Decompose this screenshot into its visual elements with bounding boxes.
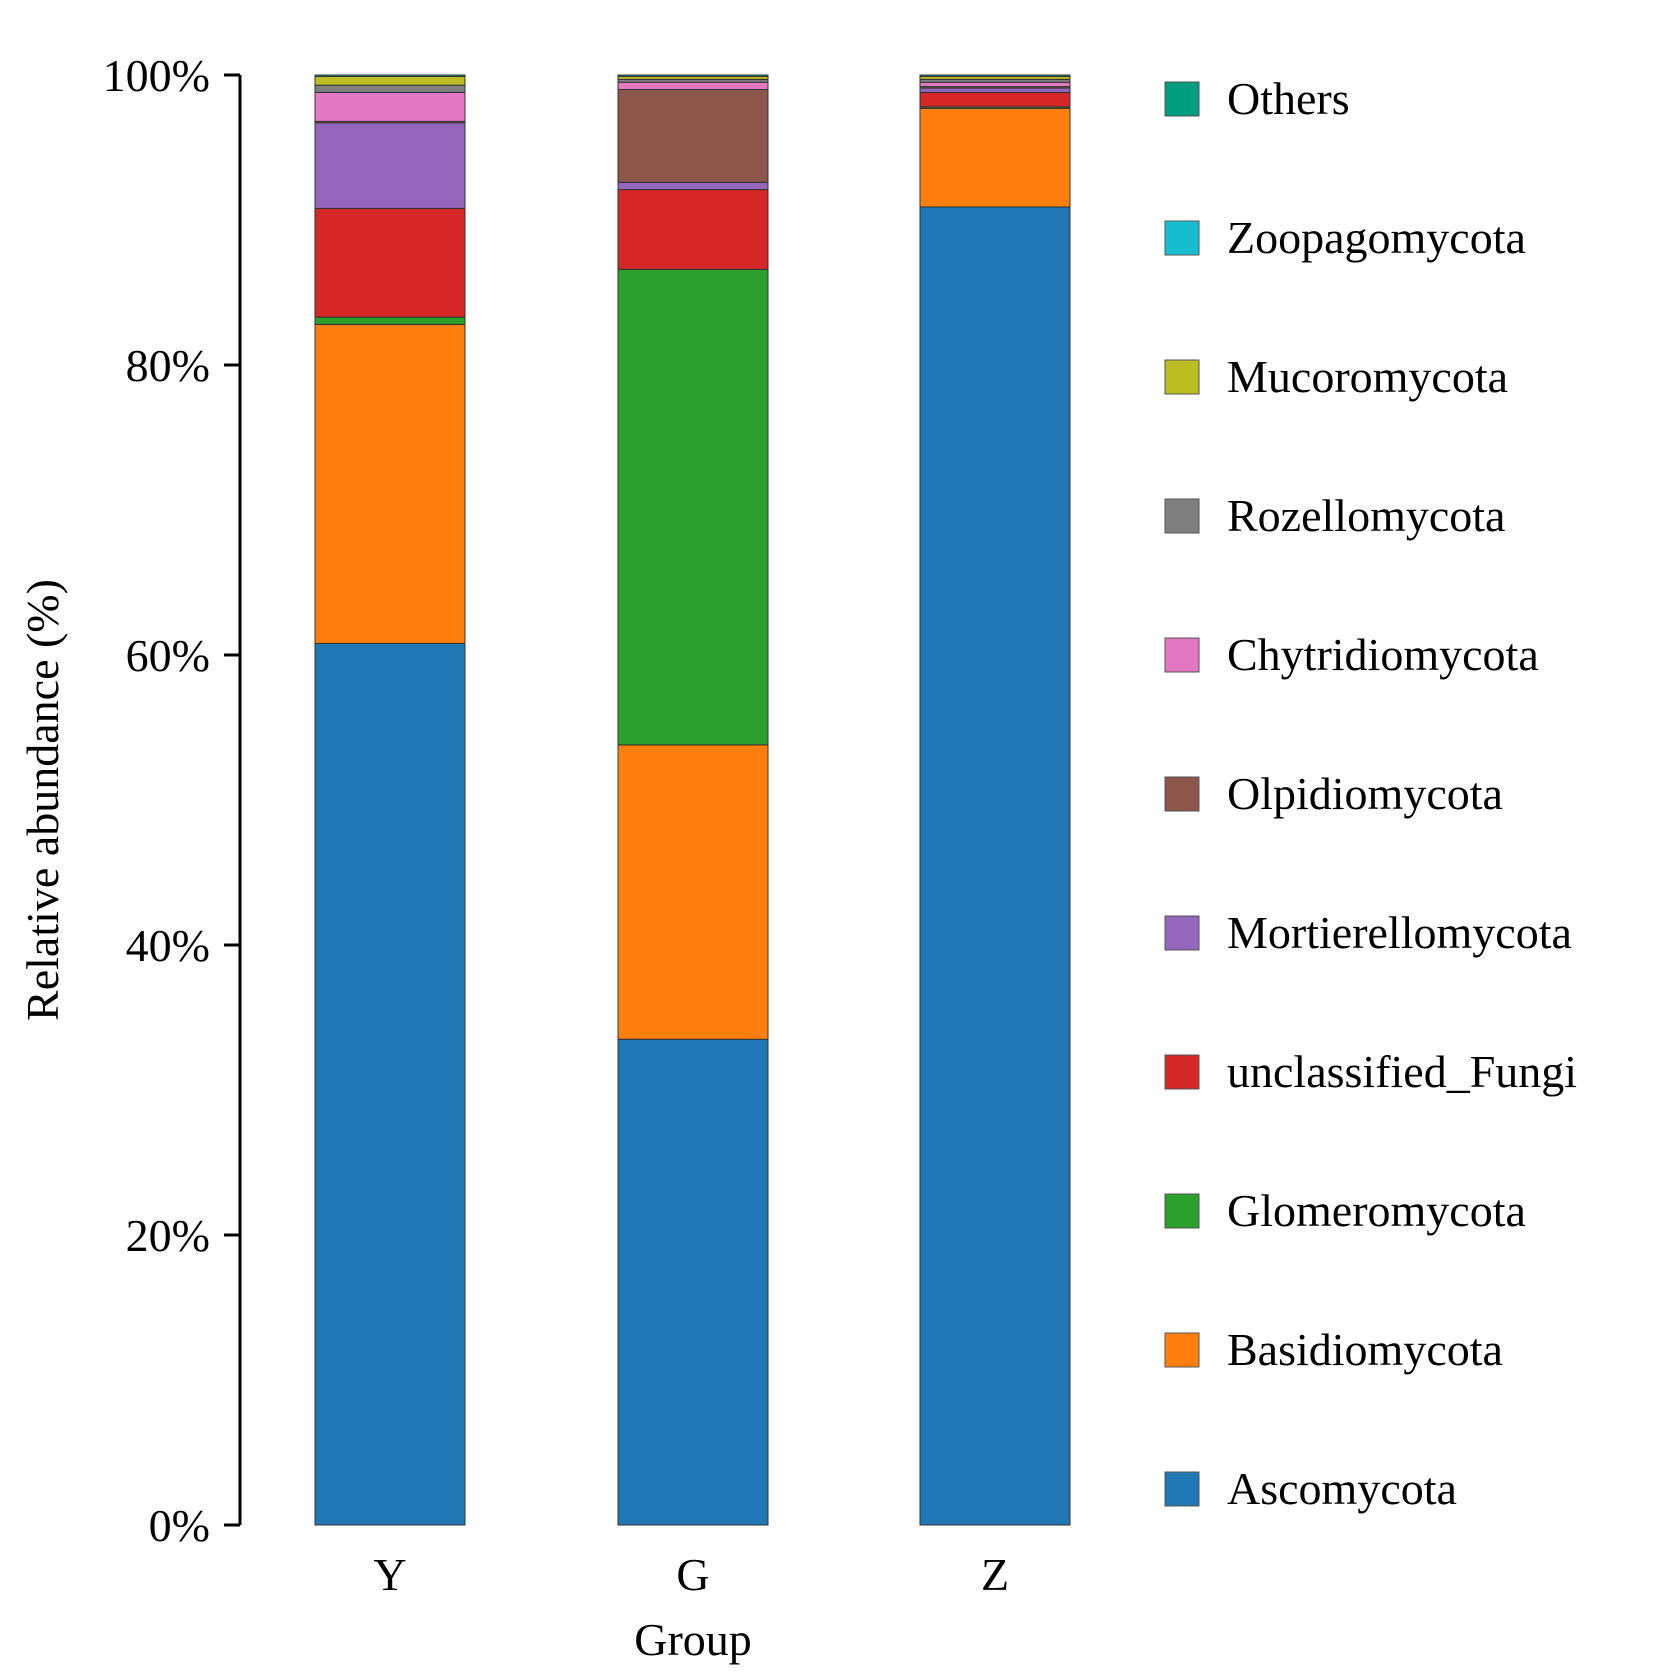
y-tick-label: 40% [126, 920, 210, 971]
legend-swatch [1164, 359, 1200, 395]
x-tick-label: Z [981, 1549, 1009, 1600]
bar-segment-mortierellomycota [919, 87, 1071, 93]
legend-swatch [1164, 915, 1200, 951]
bar-segment-others [617, 74, 769, 77]
bar-segment-olpidiomycota [617, 89, 769, 183]
bar-segment-basidiomycota [617, 744, 769, 1040]
legend-label: Ascomycota [1227, 1463, 1457, 1514]
bar-segment-chytridiomycota [314, 91, 466, 122]
y-axis-title: Relative abundance (%) [17, 579, 68, 1021]
bar-stack-G [617, 74, 769, 1526]
bar-segment-unclassified-fungi [919, 91, 1071, 108]
bar-segment-basidiomycota [314, 323, 466, 644]
legend-label: Mucoromycota [1227, 351, 1508, 402]
legend-label: Rozellomycota [1227, 490, 1505, 541]
y-tick-label: 80% [126, 340, 210, 391]
legend-swatch [1164, 637, 1200, 673]
legend-swatch [1164, 1193, 1200, 1229]
legend-swatch [1164, 1332, 1200, 1368]
legend-item: Ascomycota [1164, 1463, 1457, 1514]
legend-swatch [1164, 498, 1200, 534]
legend-label: Basidiomycota [1227, 1324, 1503, 1375]
bar-segment-mucoromycota [314, 75, 466, 86]
legend-item: Others [1164, 73, 1350, 124]
bar-segment-others [314, 74, 466, 77]
legend-item: Mortierellomycota [1164, 907, 1572, 958]
legend-label: Zoopagomycota [1227, 212, 1526, 263]
legend-label: Others [1227, 73, 1350, 124]
legend-label: Chytridiomycota [1227, 629, 1539, 680]
y-tick-label: 60% [126, 630, 210, 681]
legend-label: unclassified_Fungi [1227, 1046, 1577, 1097]
bars [314, 74, 1071, 1526]
bar-segment-ascomycota [617, 1038, 769, 1526]
x-axis-title: Group [634, 1614, 752, 1665]
legend: Others Zoopagomycota Mucoromycota Rozellomy… [1164, 73, 1577, 1514]
legend-swatch [1164, 1471, 1200, 1507]
bar-segment-rozellomycota [314, 84, 466, 93]
legend-swatch [1164, 776, 1200, 812]
legend-swatch [1164, 220, 1200, 256]
y-tick-label: 0% [149, 1500, 210, 1551]
legend-item: Basidiomycota [1164, 1324, 1503, 1375]
y-axis: 0% 20% 40% 60% 80% 100% [103, 50, 242, 1551]
legend-swatch [1164, 1054, 1200, 1090]
legend-label: Mortierellomycota [1227, 907, 1572, 958]
legend-item: Mucoromycota [1164, 351, 1508, 402]
bar-stack-Y [314, 74, 466, 1526]
x-tick-label: G [676, 1549, 709, 1600]
bar-segment-glomeromycota [617, 268, 769, 746]
legend-label: Olpidiomycota [1227, 768, 1503, 819]
legend-item: Zoopagomycota [1164, 212, 1526, 263]
bar-segment-basidiomycota [919, 107, 1071, 208]
bar-stack-Z [919, 74, 1071, 1526]
y-tick-label: 20% [126, 1210, 210, 1261]
legend-item: Rozellomycota [1164, 490, 1505, 541]
legend-swatch [1164, 81, 1200, 117]
bar-segment-mortierellomycota [314, 122, 466, 209]
legend-item: Olpidiomycota [1164, 768, 1503, 819]
bar-segment-mortierellomycota [617, 181, 769, 191]
legend-item: unclassified_Fungi [1164, 1046, 1577, 1097]
bar-segment-ascomycota [919, 206, 1071, 1526]
bar-segment-unclassified-fungi [314, 207, 466, 318]
bar-segment-glomeromycota [314, 316, 466, 325]
bar-segment-ascomycota [314, 642, 466, 1526]
legend-item: Glomeromycota [1164, 1185, 1526, 1236]
bar-segment-others [919, 74, 1071, 77]
legend-item: Chytridiomycota [1164, 629, 1539, 680]
x-tick-label: Y [373, 1549, 406, 1600]
bar-segment-unclassified-fungi [617, 189, 769, 270]
bar-segment-chytridiomycota [617, 81, 769, 90]
bar-segment-chytridiomycota [919, 81, 1071, 88]
legend-label: Glomeromycota [1227, 1185, 1526, 1236]
y-tick-label: 100% [103, 50, 210, 101]
